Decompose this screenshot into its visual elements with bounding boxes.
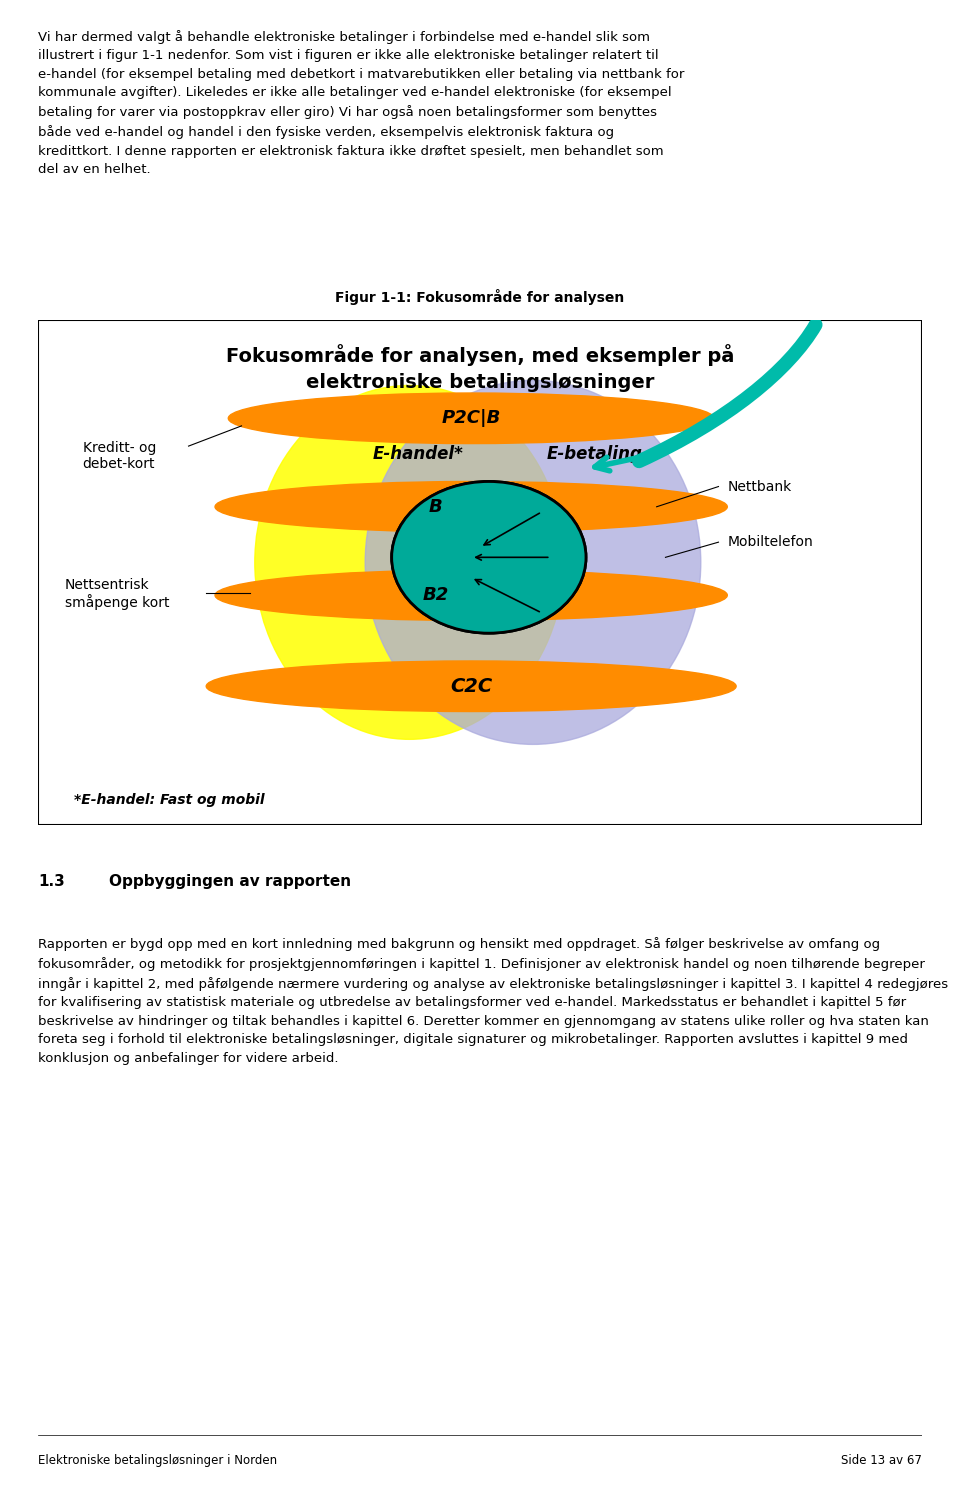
- Ellipse shape: [392, 482, 586, 633]
- Ellipse shape: [206, 660, 736, 712]
- Text: Mobiltelefon: Mobiltelefon: [728, 535, 813, 549]
- Text: elektroniske betalingsløsninger: elektroniske betalingsløsninger: [306, 373, 654, 393]
- Ellipse shape: [215, 570, 728, 620]
- Text: E-handel*: E-handel*: [372, 445, 464, 462]
- FancyBboxPatch shape: [38, 320, 922, 825]
- Text: Kreditt- og
debet-kort: Kreditt- og debet-kort: [83, 442, 156, 471]
- Text: 1.3: 1.3: [38, 874, 65, 889]
- Text: Vi har dermed valgt å behandle elektroniske betalinger i forbindelse med e-hande: Vi har dermed valgt å behandle elektroni…: [38, 30, 684, 177]
- Text: C2C: C2C: [450, 677, 492, 696]
- Ellipse shape: [254, 385, 564, 739]
- Text: Nettbank: Nettbank: [728, 479, 792, 494]
- Text: P2C|B: P2C|B: [442, 409, 501, 427]
- Ellipse shape: [215, 482, 728, 532]
- Text: Nettsentrisk
småpenge kort: Nettsentrisk småpenge kort: [65, 577, 169, 610]
- Text: Side 13 av 67: Side 13 av 67: [841, 1454, 922, 1468]
- Ellipse shape: [365, 381, 701, 745]
- Ellipse shape: [228, 393, 714, 443]
- Text: Rapporten er bygd opp med en kort innledning med bakgrunn og hensikt med oppdrag: Rapporten er bygd opp med en kort innled…: [38, 937, 948, 1065]
- Text: B: B: [429, 498, 443, 516]
- Text: *E-handel: Fast og mobil: *E-handel: Fast og mobil: [74, 793, 264, 807]
- Text: Figur 1-1: Fokusområde for analysen: Figur 1-1: Fokusområde for analysen: [335, 290, 625, 305]
- Text: B2: B2: [422, 586, 449, 604]
- Text: Fokusområde for analysen, med eksempler på: Fokusområde for analysen, med eksempler …: [226, 343, 734, 366]
- Text: Oppbyggingen av rapporten: Oppbyggingen av rapporten: [109, 874, 351, 889]
- Ellipse shape: [392, 482, 586, 633]
- Text: Elektroniske betalingsløsninger i Norden: Elektroniske betalingsløsninger i Norden: [38, 1454, 277, 1468]
- Text: E-betaling: E-betaling: [547, 445, 643, 462]
